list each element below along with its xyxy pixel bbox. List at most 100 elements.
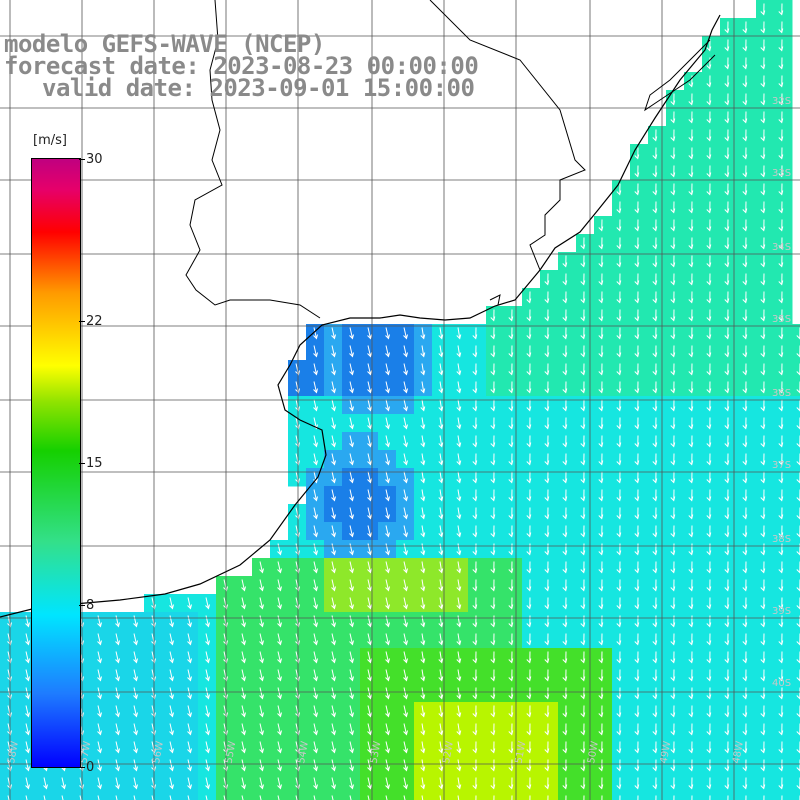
wind-speed-cell: [648, 522, 667, 541]
wind-arrow: [349, 417, 354, 430]
wind-arrow: [472, 759, 478, 772]
wind-speed-cell: [594, 594, 613, 613]
wind-arrow: [724, 93, 730, 106]
wind-speed-cell: [558, 414, 577, 433]
colorbar-tick-label: 0: [86, 760, 95, 775]
wind-arrow: [616, 309, 622, 322]
wind-arrow: [133, 741, 138, 754]
wind-arrow: [724, 417, 730, 430]
wind-speed-cell: [720, 792, 739, 800]
wind-arrow: [526, 417, 532, 430]
wind-arrow: [724, 543, 730, 556]
wind-speed-cell: [756, 792, 775, 800]
wind-speed-cell: [738, 594, 757, 613]
wind-arrow: [742, 309, 748, 322]
colorbar-tick-mark: [79, 159, 85, 160]
wind-speed-cell: [594, 378, 613, 397]
wind-arrow: [652, 561, 658, 574]
wind-speed-cell: [504, 630, 523, 649]
wind-arrow: [742, 201, 748, 214]
wind-arrow: [115, 795, 118, 800]
wind-arrow: [742, 525, 748, 538]
wind-speed-cell: [648, 180, 667, 199]
wind-arrow: [652, 543, 658, 556]
wind-arrow: [205, 705, 210, 718]
wind-speed-cell: [774, 684, 793, 703]
wind-speed-cell: [486, 540, 505, 559]
wind-arrow: [616, 183, 622, 196]
wind-arrow: [652, 471, 658, 484]
wind-arrow: [241, 741, 246, 754]
wind-speed-cell: [702, 72, 721, 91]
wind-arrow: [616, 507, 622, 520]
wind-arrow: [760, 759, 766, 772]
wind-arrow: [724, 57, 730, 70]
wind-arrow: [670, 615, 676, 628]
wind-arrow: [598, 489, 604, 502]
colorbar-tick-mark: [79, 321, 85, 323]
wind-speed-cell: [486, 378, 505, 397]
wind-arrow: [490, 381, 496, 394]
wind-arrow: [544, 471, 550, 484]
wind-speed-cell: [144, 792, 163, 800]
wind-arrow: [778, 507, 784, 520]
colorbar-tick-mark: [79, 463, 85, 464]
wind-speed-cell: [774, 666, 793, 685]
wind-speed-cell: [684, 144, 703, 163]
wind-arrow: [115, 633, 120, 646]
wind-arrow: [706, 489, 712, 502]
wind-arrow: [420, 399, 426, 412]
wind-arrow: [526, 471, 532, 484]
wind-arrow: [544, 579, 550, 592]
wind-arrow: [670, 759, 676, 772]
latitude-label: 40S: [772, 678, 791, 689]
wind-speed-cell: [648, 198, 667, 217]
wind-arrow: [403, 579, 408, 592]
wind-speed-cell: [756, 270, 775, 289]
wind-speed-cell: [414, 792, 433, 800]
wind-arrow: [742, 633, 748, 646]
wind-arrow: [241, 597, 246, 610]
wind-speed-cell: [468, 612, 487, 631]
wind-arrow: [115, 705, 120, 718]
wind-speed-cell: [558, 360, 577, 379]
wind-arrow: [760, 381, 766, 394]
wind-arrow: [526, 651, 532, 664]
wind-speed-cell: [774, 414, 793, 433]
wind-arrow: [760, 525, 766, 538]
wind-speed-cell: [666, 306, 685, 325]
wind-arrow: [688, 489, 694, 502]
wind-arrow: [742, 417, 748, 430]
wind-speed-cell: [648, 342, 667, 361]
wind-arrow: [652, 507, 658, 520]
wind-arrow: [544, 399, 550, 412]
wind-arrow: [778, 651, 784, 664]
wind-speed-cell: [594, 396, 613, 415]
wind-arrow: [472, 327, 478, 340]
wind-speed-cell: [576, 504, 595, 523]
wind-speed-cell: [72, 792, 91, 800]
wind-speed-cell: [702, 180, 721, 199]
longitude-label: 52W: [441, 740, 456, 764]
wind-speed-cell: [612, 630, 631, 649]
wind-arrow: [438, 471, 444, 484]
wind-arrow: [456, 669, 462, 682]
colorbar-tick-mark: [79, 604, 85, 606]
wind-arrow: [277, 669, 282, 682]
wind-speed-cell: [738, 144, 757, 163]
wind-arrow: [562, 471, 568, 484]
wind-speed-cell: [738, 234, 757, 253]
wind-speed-cell: [648, 774, 667, 793]
wind-arrow: [688, 597, 694, 610]
wind-arrow: [508, 381, 514, 394]
wind-arrow: [634, 651, 640, 664]
wind-arrow: [724, 165, 730, 178]
wind-arrow: [670, 597, 676, 610]
wind-speed-cell: [738, 738, 757, 757]
wind-speed-cell: [720, 558, 739, 577]
wind-arrow: [313, 759, 318, 772]
wind-arrow: [457, 795, 460, 800]
wind-arrow: [562, 669, 568, 682]
wind-speed-cell: [648, 702, 667, 721]
wind-arrow: [367, 651, 372, 664]
